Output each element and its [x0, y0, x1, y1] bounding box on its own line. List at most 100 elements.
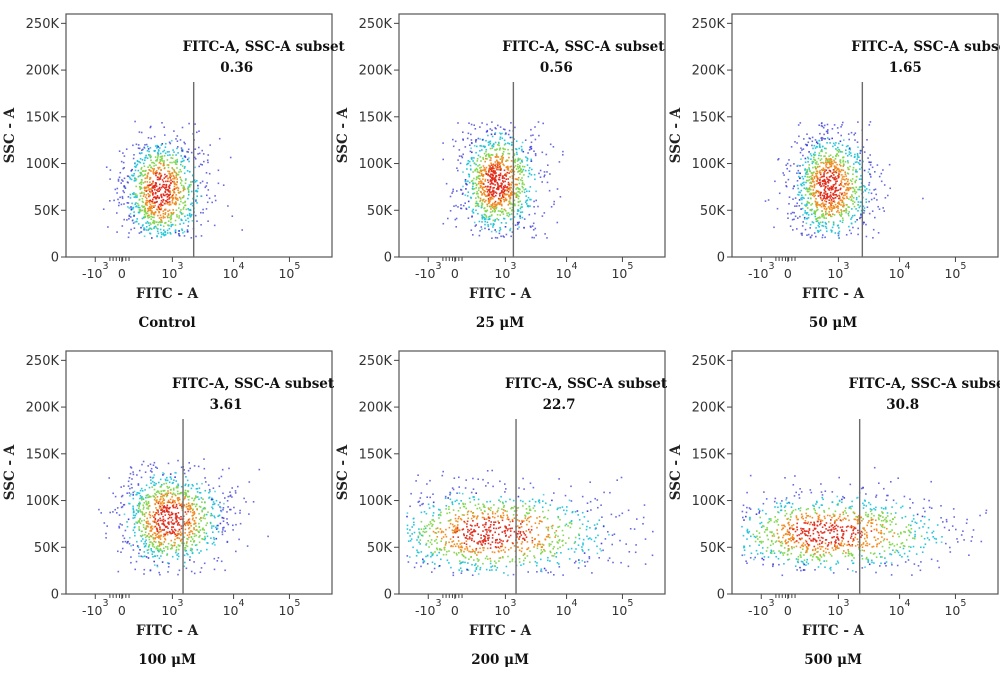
scatter-panel: 0 50K 100K 150K 200K 250K -103 0 103 104 105 SSC - … — [666, 0, 1000, 337]
event-point — [177, 199, 179, 201]
event-point — [162, 515, 164, 518]
event-point — [524, 139, 527, 141]
event-point — [477, 515, 479, 517]
event-point — [816, 177, 819, 180]
event-point — [816, 220, 819, 222]
event-point — [497, 219, 500, 221]
event-point — [430, 551, 432, 554]
event-point — [806, 171, 808, 173]
event-point — [164, 208, 167, 211]
event-point — [499, 162, 502, 164]
event-point — [527, 175, 530, 178]
event-point — [144, 545, 147, 547]
event-point — [138, 529, 141, 531]
event-point — [841, 178, 843, 180]
event-point — [479, 169, 482, 171]
event-point — [479, 200, 481, 203]
event-point — [132, 507, 134, 510]
event-point — [501, 176, 504, 179]
event-point — [135, 521, 137, 524]
event-point — [508, 143, 511, 145]
event-point — [160, 543, 162, 546]
event-point — [167, 166, 170, 169]
event-point — [815, 163, 817, 165]
event-point — [815, 174, 818, 177]
event-point — [847, 184, 849, 186]
event-point — [180, 466, 183, 469]
event-point — [139, 522, 142, 525]
event-point — [500, 203, 503, 206]
event-point — [188, 526, 191, 529]
event-point — [570, 523, 573, 525]
event-point — [205, 172, 208, 174]
event-point — [170, 221, 172, 224]
event-point — [230, 508, 232, 511]
event-point — [830, 203, 833, 205]
event-point — [836, 189, 838, 192]
event-point — [520, 564, 522, 566]
event-point — [511, 190, 513, 193]
event-point — [163, 149, 166, 152]
event-point — [494, 170, 496, 172]
event-point — [148, 201, 151, 204]
event-point — [163, 177, 166, 179]
event-point — [201, 509, 203, 512]
event-point — [158, 150, 160, 152]
event-point — [826, 230, 828, 233]
event-point — [460, 551, 462, 553]
event-point — [482, 145, 485, 147]
event-point — [175, 515, 177, 518]
event-point — [183, 172, 186, 175]
y-tick-label: 250K — [692, 17, 726, 32]
event-point — [517, 530, 520, 533]
event-point — [787, 178, 790, 181]
event-point — [177, 484, 180, 487]
event-point — [502, 157, 504, 159]
event-point — [533, 236, 535, 239]
event-point — [157, 511, 159, 513]
event-point — [477, 543, 479, 545]
event-point — [184, 491, 186, 494]
event-point — [829, 191, 832, 194]
event-point — [478, 164, 481, 166]
event-point — [834, 197, 837, 199]
event-point — [173, 532, 175, 534]
event-point — [811, 174, 814, 176]
event-point — [851, 194, 853, 196]
event-point — [129, 197, 132, 199]
event-point — [854, 180, 856, 183]
event-point — [147, 166, 149, 168]
event-point — [196, 503, 198, 506]
event-point — [810, 172, 813, 174]
event-point — [808, 176, 810, 178]
event-point — [158, 534, 160, 537]
event-point — [824, 210, 827, 213]
event-point — [178, 517, 180, 519]
event-point — [522, 187, 524, 189]
event-point — [845, 145, 848, 148]
event-point — [258, 468, 261, 471]
event-point — [153, 526, 156, 528]
event-point — [175, 480, 177, 482]
event-point — [836, 153, 838, 156]
event-point — [812, 192, 814, 194]
event-point — [471, 179, 474, 182]
event-point — [187, 194, 190, 196]
event-point — [162, 217, 165, 219]
event-point — [548, 545, 551, 547]
event-point — [805, 179, 808, 182]
event-point — [157, 228, 159, 230]
event-point — [152, 495, 154, 497]
event-point — [529, 146, 532, 148]
event-point — [490, 157, 492, 159]
event-point — [178, 203, 181, 206]
event-point — [200, 517, 202, 519]
event-point — [120, 495, 123, 498]
event-point — [217, 531, 220, 533]
event-point — [811, 140, 814, 143]
event-point — [172, 526, 175, 528]
event-point — [192, 514, 195, 516]
event-point — [434, 563, 436, 565]
event-point — [416, 549, 418, 552]
